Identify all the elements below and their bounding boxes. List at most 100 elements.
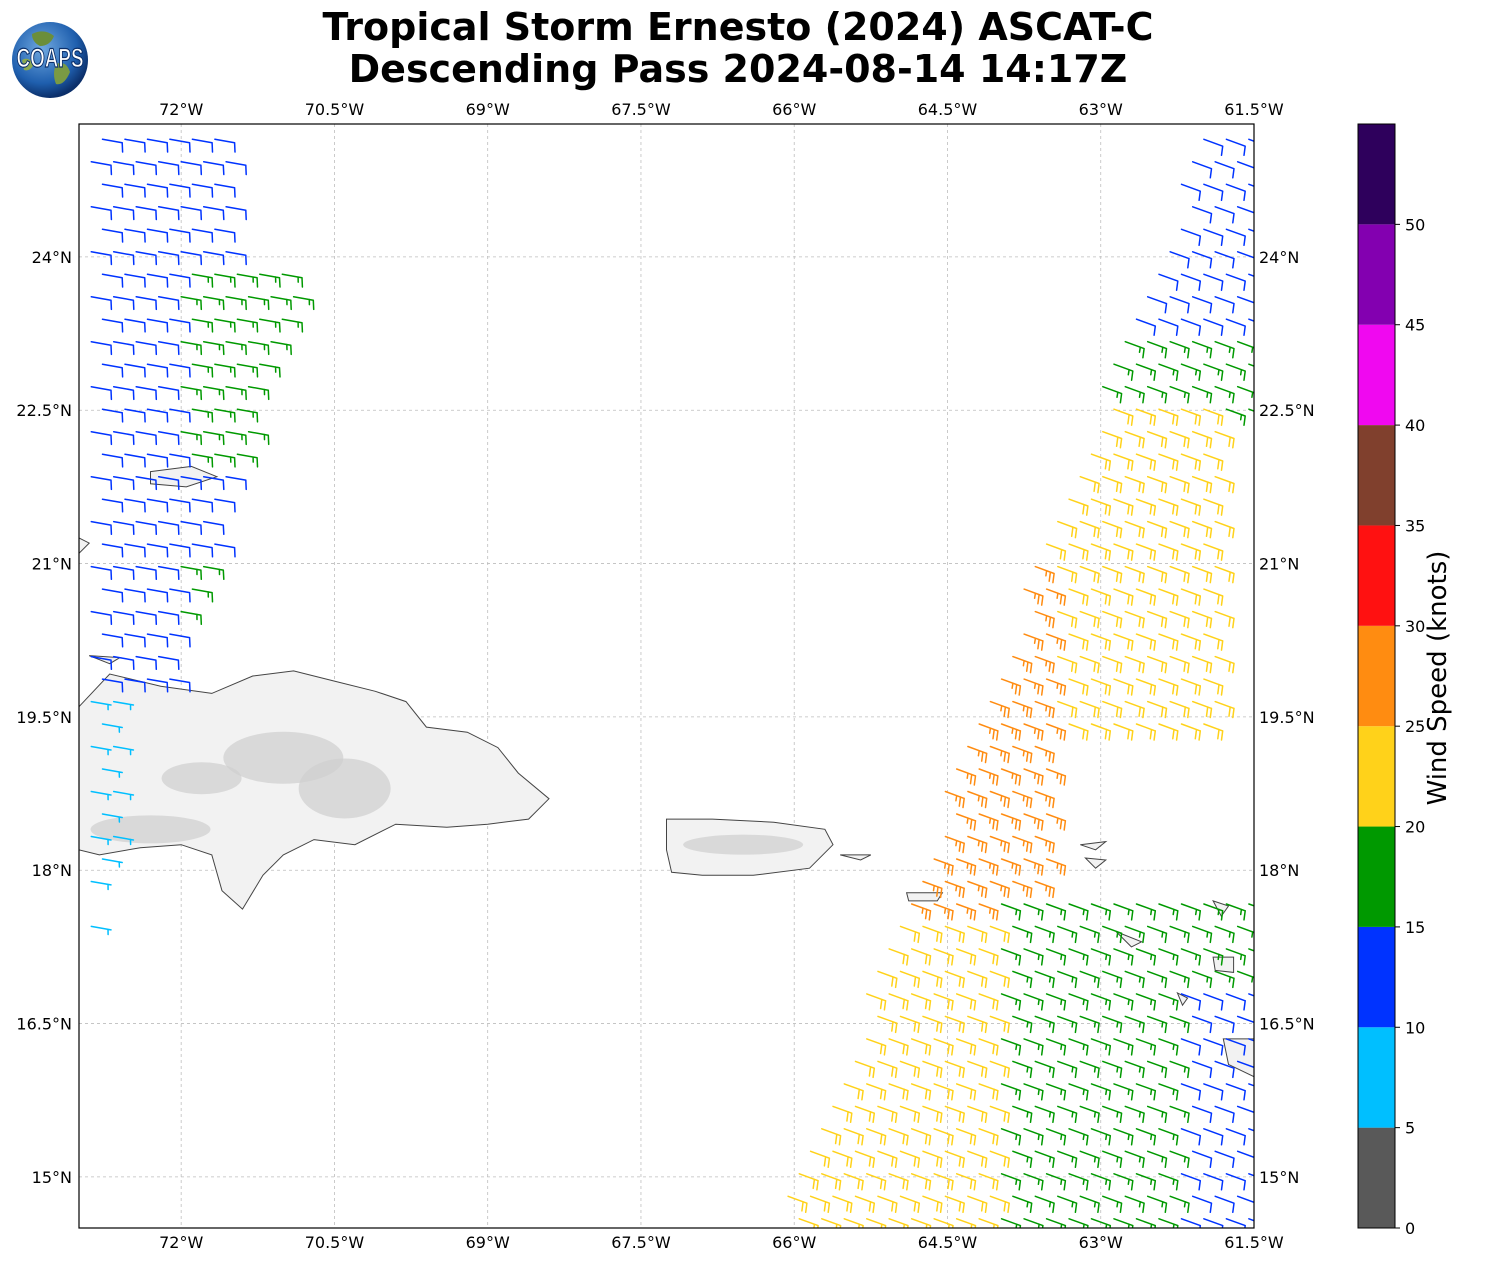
y-tick-label: 18°N xyxy=(1259,861,1299,880)
wind-barb xyxy=(101,138,124,153)
wind-barb xyxy=(1180,183,1202,202)
wind-barb xyxy=(1124,610,1145,629)
wind-barb xyxy=(1034,970,1055,989)
wind-barb xyxy=(112,565,135,581)
y-ticks-right: 24°N 22.5°N 21°N 19.5°N 18°N 16.5°N 15°N xyxy=(1259,248,1315,1187)
wind-barb xyxy=(989,1195,1010,1214)
wind-barb xyxy=(1236,1015,1254,1024)
wind-barb xyxy=(180,161,203,176)
wind-barb xyxy=(1225,903,1246,921)
wind-barb xyxy=(955,903,977,921)
earth-globe-icon: COAPS xyxy=(12,22,88,98)
wind-barb xyxy=(180,206,203,221)
wind-barb xyxy=(1068,1218,1089,1228)
wind-barb xyxy=(101,858,123,868)
great-inagua-land xyxy=(79,537,91,555)
wind-barb xyxy=(1248,273,1254,277)
wind-barb xyxy=(877,1105,898,1124)
wind-barb xyxy=(978,1083,999,1101)
wind-barb xyxy=(1113,948,1134,966)
wind-barb xyxy=(866,993,887,1011)
wind-barb xyxy=(169,183,191,198)
wind-barb xyxy=(1090,1173,1112,1191)
wind-barb xyxy=(1158,723,1179,741)
wind-barb xyxy=(124,363,146,378)
wind-barb xyxy=(214,453,236,468)
wind-barb xyxy=(877,1150,898,1169)
wind-barb xyxy=(933,993,954,1011)
wind-barb xyxy=(1000,1173,1022,1191)
wind-barb xyxy=(1034,1150,1055,1169)
anguilla-land xyxy=(1080,840,1108,851)
wind-barb xyxy=(1034,880,1055,899)
y-tick-label: 15°N xyxy=(1259,1168,1299,1187)
wind-barb xyxy=(1068,498,1089,516)
wind-barb xyxy=(1034,1105,1055,1124)
wind-barb xyxy=(135,430,158,446)
wind-barb xyxy=(1090,678,1112,696)
wind-barb xyxy=(866,1173,887,1191)
wind-barb xyxy=(955,813,977,831)
wind-barb xyxy=(135,161,158,176)
wind-barb xyxy=(978,813,999,831)
terrain-shade xyxy=(90,815,211,844)
x-tick-label: 67.5°W xyxy=(611,100,671,119)
wind-barb xyxy=(1124,430,1145,449)
wind-barb xyxy=(90,925,112,936)
colorbar-bin xyxy=(1358,926,1395,1028)
wind-barb xyxy=(1068,543,1089,561)
wind-barb xyxy=(1180,948,1202,966)
wind-barb xyxy=(832,1105,853,1124)
wind-barb xyxy=(1146,385,1168,404)
wind-barb xyxy=(910,1218,932,1228)
wind-barb xyxy=(1203,723,1224,741)
wind-barb xyxy=(1236,251,1254,259)
wind-barb xyxy=(854,1060,876,1079)
wind-barb xyxy=(1102,1150,1123,1169)
wind-barb xyxy=(1079,655,1100,674)
wind-barb xyxy=(1012,1150,1033,1169)
wind-barb xyxy=(202,565,225,581)
wind-barb xyxy=(1191,161,1213,179)
wind-barb xyxy=(1000,1038,1022,1056)
wind-barb xyxy=(1045,723,1067,741)
wind-barb xyxy=(910,948,932,966)
wind-barb xyxy=(877,1195,898,1214)
wind-barb xyxy=(1102,1060,1123,1079)
wind-barb xyxy=(169,363,191,378)
wind-barb xyxy=(202,430,225,446)
y-tick-label: 21°N xyxy=(1259,555,1299,574)
wind-barb xyxy=(899,970,921,989)
wind-barb xyxy=(124,408,146,423)
wind-barb xyxy=(1113,588,1134,606)
wind-barb xyxy=(888,1083,909,1101)
wind-barb xyxy=(1102,565,1123,584)
wind-barb xyxy=(214,498,236,513)
wind-barb xyxy=(899,1060,921,1079)
wind-barb xyxy=(214,183,236,198)
wind-barb xyxy=(877,1060,898,1079)
colorbar-bin xyxy=(1358,1027,1395,1128)
wind-barb xyxy=(157,296,180,311)
wind-barb xyxy=(135,340,158,356)
wind-barb xyxy=(1045,858,1067,876)
wind-barb xyxy=(1000,1218,1022,1228)
wind-barb xyxy=(157,206,180,221)
wind-barb xyxy=(169,318,191,333)
wind-barb xyxy=(944,970,965,989)
y-tick-label: 16.5°N xyxy=(1259,1015,1315,1034)
wind-barb xyxy=(1169,1015,1190,1034)
wind-barb xyxy=(989,1015,1010,1034)
wind-barb xyxy=(180,610,203,626)
wind-barb xyxy=(1169,520,1190,539)
wind-barb xyxy=(180,430,203,446)
wind-barb xyxy=(1135,543,1157,561)
colorbar-tick-label: 25 xyxy=(1405,717,1425,736)
wind-barb xyxy=(1236,206,1254,214)
wind-barb xyxy=(1113,498,1134,516)
wind-barb xyxy=(1203,498,1224,516)
x-tick-label: 69°W xyxy=(466,1233,510,1252)
wind-barb xyxy=(854,1105,876,1124)
wind-barb xyxy=(933,1038,954,1056)
wind-barb xyxy=(1191,1105,1213,1124)
